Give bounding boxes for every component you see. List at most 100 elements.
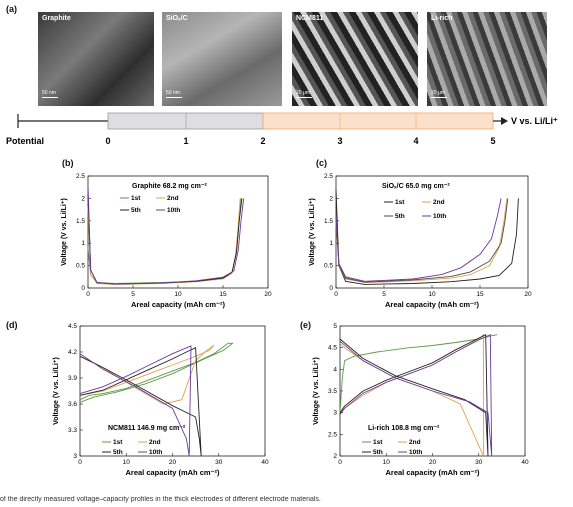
y-tick-label: 3 (333, 410, 337, 417)
series-line-5th (335, 198, 509, 283)
plot-frame (87, 175, 269, 289)
y-tick-label: 3.5 (328, 388, 337, 395)
sem-label: Li-rich (431, 15, 453, 22)
y-tick-label: 4.5 (328, 345, 337, 352)
x-tick-label: 15 (476, 291, 484, 298)
x-tick-label: 10 (174, 291, 182, 298)
series-line-10th (87, 184, 245, 285)
sem-label: NCM811 (296, 15, 324, 22)
scale-bar-label: 20 μm (431, 90, 445, 96)
chart-li-rich: 0 10 20 30 40 2 2.5 3 3.5 4 4.5 5 Areal capacity (mA… (313, 323, 529, 477)
y-tick-label: 1.5 (76, 218, 85, 225)
y-tick-label: 3.6 (68, 401, 77, 408)
anode-potential-range (107, 112, 264, 130)
plot-frame (79, 325, 266, 457)
series-line-2nd (339, 333, 484, 457)
legend-label: 5th (395, 213, 405, 220)
x-axis-label: Areal capacity (mAh cm⁻²) (126, 468, 220, 477)
legend-label: 10th (433, 213, 446, 220)
y-tick-label: 3.3 (68, 427, 77, 434)
y-tick-label: 5 (333, 323, 337, 330)
series-line-10th (79, 345, 192, 457)
panel-label-e: (e) (300, 320, 311, 330)
plot-frame (335, 175, 529, 289)
x-tick-label: 20 (524, 291, 532, 298)
figure-caption: of the directly measured voltage–capacit… (0, 496, 321, 503)
sem-label: SiOₓ/C (166, 15, 188, 22)
y-tick-label: 0.5 (324, 263, 333, 270)
potential-label: Potential (6, 136, 44, 146)
chart-title: SiOₓ/C 65.0 mg cm⁻² (382, 183, 450, 190)
y-tick-label: 0 (329, 285, 333, 292)
y-tick-label: 2 (81, 195, 85, 202)
legend-label: 5th (113, 449, 123, 456)
y-tick-label: 4 (333, 366, 337, 373)
y-axis-label: Voltage (V vs. Li/Li⁺) (53, 357, 60, 425)
x-axis-label: Areal capacity (mAh cm⁻²) (385, 300, 479, 309)
legend-label: 2nd (167, 195, 179, 202)
potential-tick: 4 (413, 136, 418, 146)
chart-siox: 0 5 10 15 20 0 0.5 1 1.5 2 2.5 Areal capacity (mAh … (309, 173, 532, 309)
y-tick-label: 2 (329, 195, 333, 202)
x-tick-label: 30 (215, 459, 223, 466)
legend-label: 10th (149, 449, 162, 456)
legend-label: 5th (373, 449, 383, 456)
scale-bar (42, 97, 58, 98)
x-tick-label: 0 (338, 459, 342, 466)
y-tick-label: 4.2 (68, 349, 77, 356)
series-line-10th (339, 334, 493, 457)
panel-label-b: (b) (62, 158, 74, 168)
scale-bar-label: 50 nm (42, 90, 56, 96)
y-tick-label: 0.5 (76, 263, 85, 270)
chart-graphite: 0 5 10 15 20 0 0.5 1 1.5 2 2.5 Areal capacity (mAh … (61, 173, 272, 309)
legend-label: 2nd (409, 439, 421, 446)
y-tick-label: 4.5 (68, 323, 77, 330)
y-tick-label: 1 (81, 240, 85, 247)
x-tick-label: 10 (428, 291, 436, 298)
series-line-5th (339, 333, 489, 457)
potential-tick: 1 (183, 136, 188, 146)
x-tick-label: 10 (383, 459, 391, 466)
series-line-1st (339, 334, 498, 413)
potential-tick: 3 (337, 136, 342, 146)
x-tick-label: 20 (429, 459, 437, 466)
y-axis-label: Voltage (V vs. Li/Li⁺) (313, 357, 320, 425)
legend-label: 5th (131, 207, 141, 214)
y-tick-label: 2.5 (328, 431, 337, 438)
y-tick-label: 3.9 (68, 375, 77, 382)
y-tick-label: 1 (329, 240, 333, 247)
panel-label-c: (c) (316, 158, 327, 168)
y-tick-label: 1.5 (324, 218, 333, 225)
potential-tick: 0 (105, 136, 110, 146)
scale-bar (431, 97, 447, 98)
y-tick-label: 2 (333, 453, 337, 460)
x-tick-label: 0 (78, 459, 82, 466)
potential-scale: V vs. Li/Li⁺ Potential 0 1 2 3 4 5 (6, 112, 558, 146)
x-tick-label: 15 (219, 291, 227, 298)
legend-label: 1st (395, 199, 405, 206)
y-tick-label: 3 (73, 453, 77, 460)
series-line-2nd (87, 198, 241, 285)
x-tick-label: 5 (382, 291, 386, 298)
scale-bar-label: 20 μm (296, 90, 310, 96)
y-tick-label: 2.5 (324, 173, 333, 180)
series-line-5th (87, 193, 243, 285)
series-line-1st (335, 189, 519, 285)
legend-label: 1st (131, 195, 141, 202)
y-axis-label: Voltage (V vs. Li/Li⁺) (61, 198, 68, 266)
x-tick-label: 40 (521, 459, 529, 466)
series-line-2nd (335, 198, 508, 284)
legend-label: 1st (113, 439, 123, 446)
series-line-1st (79, 342, 234, 403)
series-line-5th (79, 347, 202, 457)
x-axis-label: Areal capacity (mAh cm⁻²) (386, 468, 480, 477)
chart-title: NCM811 146.9 mg cm⁻² (108, 425, 186, 432)
x-tick-label: 20 (264, 291, 272, 298)
chart-title: Graphite 68.2 mg cm⁻² (132, 183, 208, 190)
series-line-2nd (79, 344, 215, 405)
cathode-potential-range (262, 112, 494, 130)
chart-title: Li-rich 108.8 mg cm⁻² (368, 425, 440, 432)
legend-label: 1st (373, 439, 383, 446)
sem-label: Graphite (42, 15, 71, 22)
scale-bar-label: 50 nm (166, 90, 180, 96)
